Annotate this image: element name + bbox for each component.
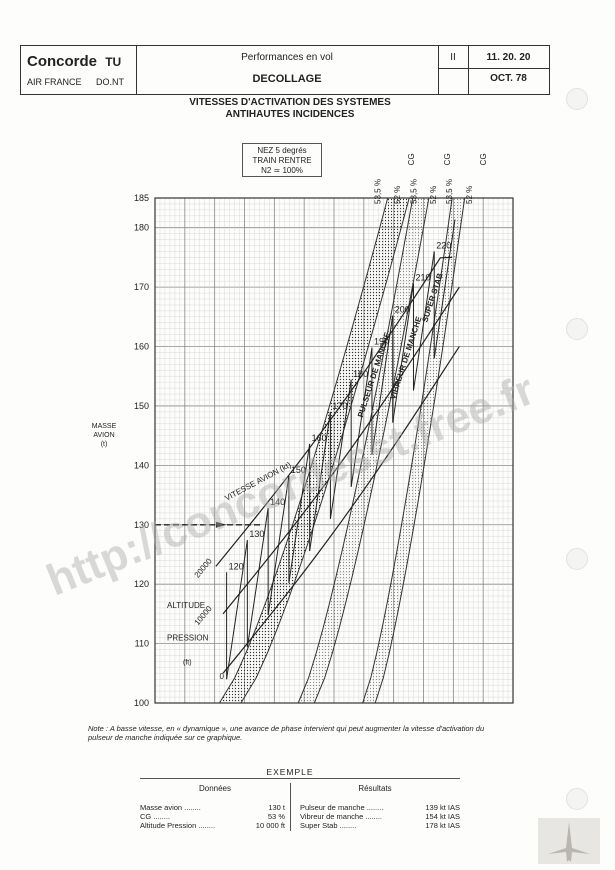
altitude-axis-label: (ft) (183, 659, 192, 666)
resultats-title: Résultats (358, 784, 392, 793)
resultats-label: Vibreur de manche ........ (300, 812, 382, 821)
plot-frame (154, 197, 514, 704)
volume-number: II (450, 52, 456, 63)
speed-label: 150 (291, 465, 306, 475)
donnees-label: Altitude Pression ........ (140, 821, 216, 830)
example-title: EXEMPLE (266, 767, 314, 777)
page-reference: 11. 20. 20 (486, 52, 531, 63)
donnees-label: Masse avion ........ (140, 803, 201, 812)
speed-line (350, 347, 373, 487)
speed-label: 140 (270, 497, 285, 507)
speed-label: 180 (353, 369, 368, 379)
y-tick-label: 140 (134, 460, 149, 470)
resultats-value: 139 kt IAS (425, 803, 460, 812)
example-table: Données Résultats Masse avion ........ 13… (140, 778, 460, 831)
speed-label: 200 (395, 305, 410, 315)
condition-item: TRAIN RENTRE (252, 156, 312, 165)
resultats-row: Vibreur de manche ........ 154 kt IAS (300, 812, 460, 821)
cg-unit-label: CG (407, 153, 416, 165)
chart-title-line1: VITESSES D'ACTIVATION DES SYSTEMES (189, 97, 391, 108)
speed-label: 170 (332, 401, 347, 411)
speed-line (371, 315, 394, 455)
revision-date: OCT. 78 (490, 73, 527, 84)
y-tick-label: 160 (134, 342, 149, 352)
cg-label: 53,5 % (445, 179, 454, 204)
cg-unit-label: CG (479, 153, 488, 165)
y-tick-label: 100 (134, 698, 149, 708)
department-code: DO.NT (96, 77, 125, 87)
resultats-row: Super Stab ........ 178 kt IAS (300, 821, 460, 830)
donnees-row: Masse avion ........ 130 t (140, 803, 285, 812)
resultats-value: 154 kt IAS (425, 812, 460, 821)
donnees-value: 53 % (267, 812, 285, 821)
chart-title: VITESSES D'ACTIVATION DES SYSTEMES ANTIH… (130, 97, 450, 121)
y-tick-label: 150 (134, 401, 149, 411)
resultats-value: 178 kt IAS (425, 821, 460, 830)
cg-label: 52 % (393, 186, 402, 204)
speed-line (412, 251, 435, 391)
concorde-thumbnail (538, 818, 600, 864)
y-tick-label: 110 (135, 639, 149, 649)
altitude-value: 0 (219, 672, 224, 681)
resultats-row: Pulseur de manche ........ 139 kt IAS (300, 803, 460, 812)
punch-hole (566, 548, 588, 570)
brand-name: Concorde (27, 53, 98, 70)
punch-hole (566, 788, 588, 810)
speed-label: 210 (415, 273, 430, 283)
speed-label: 130 (249, 529, 264, 539)
donnees-title: Données (198, 784, 232, 793)
y-tick-label: 120 (134, 579, 149, 589)
altitude-axis-label: PRESSION (167, 634, 209, 643)
donnees-label: CG ........ (140, 812, 171, 821)
brand-suffix: TU (105, 55, 122, 69)
chart-title-line2: ANTIHAUTES INCIDENCES (225, 109, 355, 120)
cg-unit-label: CG (443, 153, 452, 165)
punch-hole (566, 88, 588, 110)
punch-hole (566, 318, 588, 340)
speed-line (267, 475, 290, 616)
donnees-row: Altitude Pression ........ 10 000 ft (140, 821, 285, 830)
y-axis-label: MASSE AVION (t) (91, 423, 117, 448)
speed-line (309, 411, 331, 551)
speed-line (246, 508, 269, 648)
y-tick-label: 170 (134, 282, 149, 292)
speed-label: 120 (229, 561, 244, 571)
y-tick-label: 130 (134, 520, 149, 530)
y-tick-label: 185 (134, 193, 149, 203)
conditions-box: NEZ 5 degrés TRAIN RENTRE N2 ≃ 100% (242, 143, 322, 177)
chart-note: Note : A basse vitesse, en « dynamique »… (88, 724, 485, 742)
speed-line (392, 283, 414, 423)
speed-label: 220 (436, 240, 451, 250)
speed-line (433, 219, 456, 359)
cg-label: 53,5 % (374, 179, 383, 204)
cg-label: 52 % (429, 186, 438, 204)
speed-label: 160 (312, 433, 327, 443)
altitude-value: 20000 (193, 556, 215, 579)
donnees-value: 10 000 ft (255, 821, 285, 830)
example-arrow (215, 521, 227, 528)
cg-label: 53,5 % (409, 179, 418, 204)
speed-line (329, 379, 352, 519)
resultats-label: Super Stab ........ (300, 821, 357, 830)
system-band-fill (219, 198, 410, 703)
altitude-curve (222, 346, 460, 674)
donnees-value: 130 t (268, 803, 285, 812)
donnees-row: CG ........ 53 % (140, 812, 285, 821)
altitude-curve (215, 256, 453, 567)
speed-line (288, 443, 311, 584)
airline-name: AIR FRANCE (27, 77, 82, 87)
condition-item: N2 ≃ 100% (261, 166, 303, 175)
document-header: Concorde TU AIR FRANCE DO.NT Performance… (20, 45, 550, 95)
resultats-label: Pulseur de manche ........ (300, 803, 384, 812)
speed-line (226, 540, 248, 680)
speed-label: 190 (374, 337, 389, 347)
y-tick-label: 180 (134, 223, 149, 233)
altitude-axis-label: ALTITUDE (167, 601, 205, 610)
chapter-title: DECOLLAGE (252, 73, 322, 85)
cg-label: 52 % (465, 186, 474, 204)
condition-item: NEZ 5 degrés (257, 146, 307, 155)
section-name: Performances en vol (241, 52, 333, 63)
